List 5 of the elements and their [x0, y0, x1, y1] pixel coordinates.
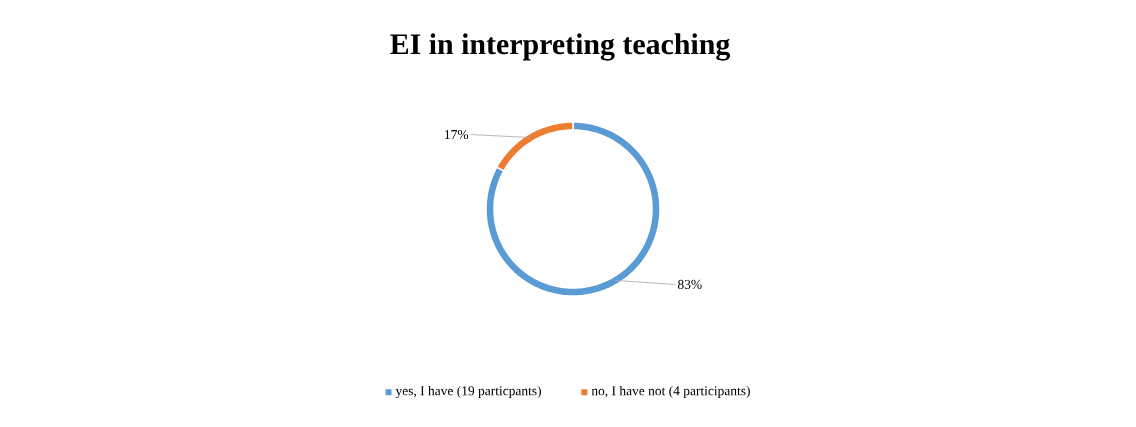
data-label: 17% [445, 129, 469, 140]
chart-title: EI in interpreting teaching [390, 33, 731, 61]
legend-label: no, I have not (4 participants) [591, 385, 750, 399]
data-label: 83% [677, 279, 702, 289]
legend-label: yes, I have (19 particpants) [395, 385, 541, 399]
